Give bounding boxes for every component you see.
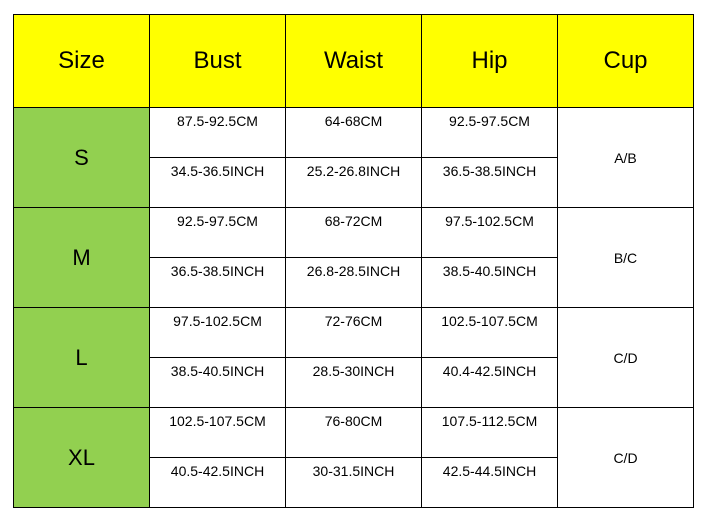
hip-inch-cell: 36.5-38.5INCH — [421, 157, 558, 208]
bust-inch-cell: 40.5-42.5INCH — [149, 457, 286, 508]
hip-inch-cell: 38.5-40.5INCH — [421, 257, 558, 308]
size-cell: XL — [13, 407, 150, 508]
hip-inch-cell: 40.4-42.5INCH — [421, 357, 558, 408]
hip-cm-cell: 92.5-97.5CM — [421, 107, 558, 158]
bust-cm-cell: 97.5-102.5CM — [149, 307, 286, 358]
cup-cell: C/D — [557, 407, 694, 508]
header-cup: Cup — [557, 14, 694, 108]
header-bust: Bust — [149, 14, 286, 108]
waist-cm-cell: 68-72CM — [285, 207, 422, 258]
header-size: Size — [13, 14, 150, 108]
header-hip: Hip — [421, 14, 558, 108]
cup-cell: A/B — [557, 107, 694, 208]
waist-inch-cell: 25.2-26.8INCH — [285, 157, 422, 208]
table-row-inch: 36.5-38.5INCH 26.8-28.5INCH 38.5-40.5INC… — [14, 257, 694, 308]
waist-inch-cell: 26.8-28.5INCH — [285, 257, 422, 308]
cup-cell: C/D — [557, 307, 694, 408]
hip-cm-cell: 97.5-102.5CM — [421, 207, 558, 258]
waist-cm-cell: 64-68CM — [285, 107, 422, 158]
table-row-inch: 38.5-40.5INCH 28.5-30INCH 40.4-42.5INCH — [14, 357, 694, 408]
table-row-cm: L 97.5-102.5CM 72-76CM 102.5-107.5CM C/D — [13, 307, 694, 408]
table-row-cm: M 92.5-97.5CM 68-72CM 97.5-102.5CM B/C — [13, 207, 694, 308]
size-cell: M — [13, 207, 150, 308]
size-cell: L — [13, 307, 150, 408]
bust-cm-cell: 92.5-97.5CM — [149, 207, 286, 258]
bust-cm-cell: 102.5-107.5CM — [149, 407, 286, 458]
hip-cm-cell: 102.5-107.5CM — [421, 307, 558, 358]
bust-cm-cell: 87.5-92.5CM — [149, 107, 286, 158]
table-row-cm: XL 102.5-107.5CM 76-80CM 107.5-112.5CM C… — [13, 407, 694, 508]
size-chart-table: Size Bust Waist Hip Cup S 87.5-92.5CM 64… — [13, 14, 694, 508]
header-row: Size Bust Waist Hip Cup — [13, 14, 694, 108]
waist-cm-cell: 72-76CM — [285, 307, 422, 358]
table-row-inch: 40.5-42.5INCH 30-31.5INCH 42.5-44.5INCH — [14, 457, 694, 508]
bust-inch-cell: 34.5-36.5INCH — [149, 157, 286, 208]
hip-inch-cell: 42.5-44.5INCH — [421, 457, 558, 508]
hip-cm-cell: 107.5-112.5CM — [421, 407, 558, 458]
table-row-inch: 34.5-36.5INCH 25.2-26.8INCH 36.5-38.5INC… — [14, 157, 694, 208]
table-row-cm: S 87.5-92.5CM 64-68CM 92.5-97.5CM A/B — [13, 107, 694, 208]
waist-cm-cell: 76-80CM — [285, 407, 422, 458]
header-waist: Waist — [285, 14, 422, 108]
bust-inch-cell: 36.5-38.5INCH — [149, 257, 286, 308]
bust-inch-cell: 38.5-40.5INCH — [149, 357, 286, 408]
waist-inch-cell: 28.5-30INCH — [285, 357, 422, 408]
size-cell: S — [13, 107, 150, 208]
waist-inch-cell: 30-31.5INCH — [285, 457, 422, 508]
cup-cell: B/C — [557, 207, 694, 308]
